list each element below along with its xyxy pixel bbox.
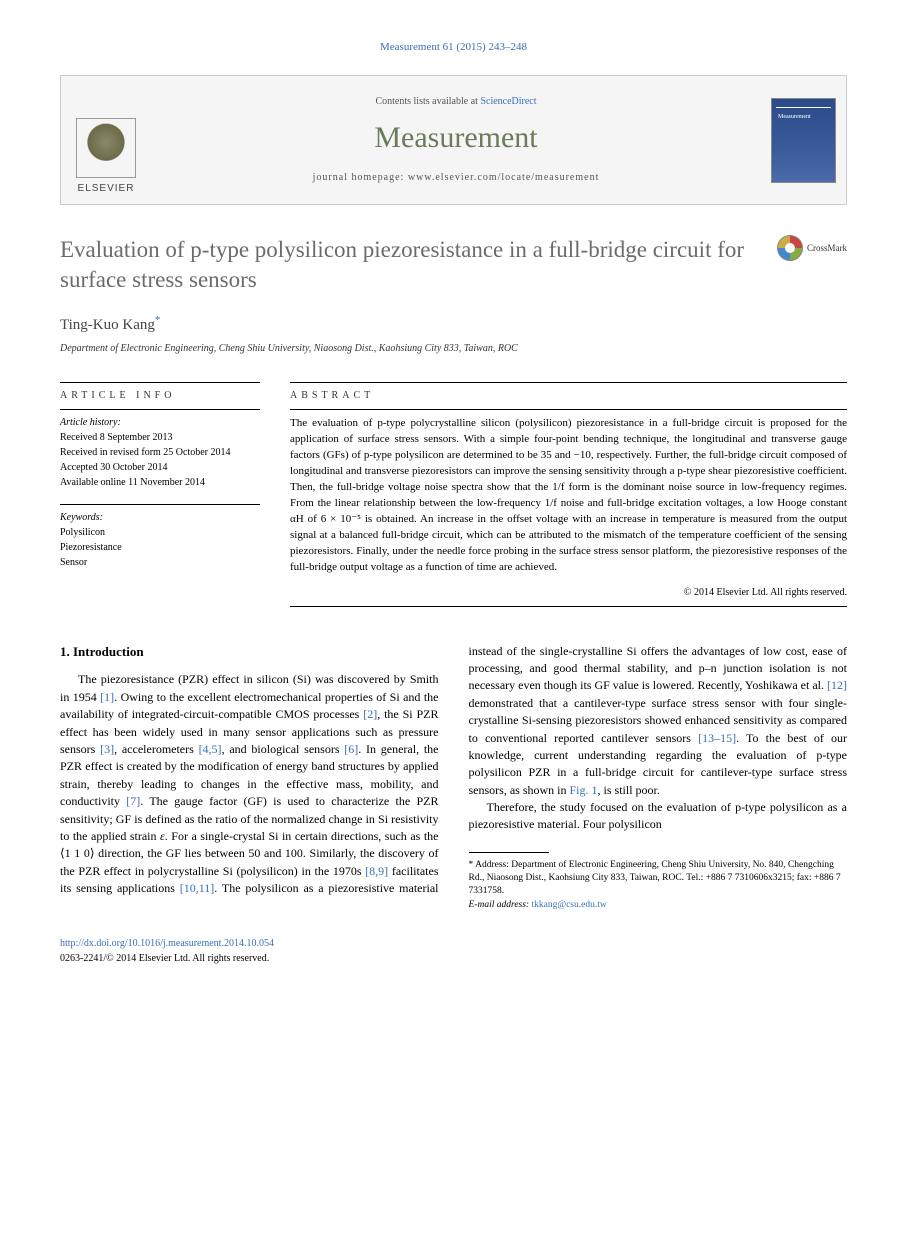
email-link[interactable]: tkkang@csu.edu.tw — [531, 900, 606, 910]
crossmark-badge[interactable]: CrossMark — [777, 235, 847, 261]
body-text: 1. Introduction The piezoresistance (PZR… — [60, 643, 847, 912]
history-line: Received 8 September 2013 — [60, 430, 260, 445]
citation-link[interactable]: [12] — [827, 678, 847, 692]
body-text: , accelerometers — [114, 742, 198, 756]
citation-link[interactable]: [7] — [126, 794, 140, 808]
citation-link[interactable]: [13–15] — [698, 731, 736, 745]
article-title: Evaluation of p-type polysilicon piezore… — [60, 235, 777, 295]
running-header: Measurement 61 (2015) 243–248 — [60, 40, 847, 55]
history-line: Received in revised form 25 October 2014 — [60, 445, 260, 460]
homepage-prefix: journal homepage: — [313, 172, 408, 183]
history-line: Available online 11 November 2014 — [60, 475, 260, 490]
elsevier-tree-icon — [76, 118, 136, 178]
crossmark-label: CrossMark — [807, 242, 847, 255]
keywords-label: Keywords: — [60, 512, 103, 523]
abstract-label: ABSTRACT — [290, 389, 847, 403]
sciencedirect-link[interactable]: ScienceDirect — [480, 96, 536, 107]
figure-link[interactable]: Fig. 1 — [570, 783, 598, 797]
contents-prefix: Contents lists available at — [375, 96, 480, 107]
body-paragraph: Therefore, the study focused on the eval… — [469, 799, 848, 834]
journal-name: Measurement — [374, 117, 537, 159]
keyword: Piezoresistance — [60, 540, 260, 555]
keyword: Sensor — [60, 555, 260, 570]
homepage-line: journal homepage: www.elsevier.com/locat… — [313, 171, 600, 185]
citation-link[interactable]: [4,5] — [199, 742, 222, 756]
history-block: Article history: Received 8 September 20… — [60, 416, 260, 490]
section-heading: 1. Introduction — [60, 643, 439, 662]
page-footer: http://dx.doi.org/10.1016/j.measurement.… — [60, 936, 847, 966]
footnote-email: E-mail address: tkkang@csu.edu.tw — [469, 899, 848, 912]
history-label: Article history: — [60, 417, 121, 428]
body-text: , is still poor. — [598, 783, 660, 797]
issn-copyright: 0263-2241/© 2014 Elsevier Ltd. All right… — [60, 953, 269, 964]
citation-link[interactable]: [1] — [100, 690, 114, 704]
publisher-logo-area: ELSEVIER — [61, 76, 151, 204]
publisher-name: ELSEVIER — [78, 182, 135, 196]
crossmark-icon — [777, 235, 803, 261]
banner-center: Contents lists available at ScienceDirec… — [151, 76, 761, 204]
article-info-column: ARTICLE INFO Article history: Received 8… — [60, 376, 260, 612]
footnote: * Address: Department of Electronic Engi… — [469, 859, 848, 899]
affiliation: Department of Electronic Engineering, Ch… — [60, 342, 847, 356]
contents-line: Contents lists available at ScienceDirec… — [375, 95, 536, 109]
journal-cover-label: Measurement — [778, 113, 811, 121]
doi-link[interactable]: http://dx.doi.org/10.1016/j.measurement.… — [60, 938, 274, 949]
history-line: Accepted 30 October 2014 — [60, 460, 260, 475]
citation-link[interactable]: [3] — [100, 742, 114, 756]
abstract-text: The evaluation of p-type polycrystalline… — [290, 416, 847, 575]
article-info-label: ARTICLE INFO — [60, 389, 260, 403]
keywords-block: Keywords: Polysilicon Piezoresistance Se… — [60, 511, 260, 570]
journal-banner: ELSEVIER Contents lists available at Sci… — [60, 75, 847, 205]
body-text: , and biological sensors — [222, 742, 345, 756]
citation-link[interactable]: [6] — [344, 742, 358, 756]
citation-link[interactable]: [2] — [363, 707, 377, 721]
abstract-copyright: © 2014 Elsevier Ltd. All rights reserved… — [290, 586, 847, 600]
abstract-column: ABSTRACT The evaluation of p-type polycr… — [290, 376, 847, 612]
citation-link[interactable]: [8,9] — [365, 864, 388, 878]
homepage-url[interactable]: www.elsevier.com/locate/measurement — [408, 172, 600, 183]
journal-cover[interactable]: Measurement — [771, 98, 836, 183]
elsevier-logo[interactable]: ELSEVIER — [71, 106, 141, 196]
author-marker: * — [155, 314, 161, 326]
footnote-separator — [469, 852, 549, 853]
author-name[interactable]: Ting-Kuo Kang — [60, 317, 155, 333]
keyword: Polysilicon — [60, 525, 260, 540]
email-label: E-mail address: — [469, 900, 532, 910]
footnote-address: Department of Electronic Engineering, Ch… — [469, 860, 841, 897]
author-line: Ting-Kuo Kang* — [60, 313, 847, 336]
citation-link[interactable]: [10,11] — [180, 881, 215, 895]
footnote-address-label: Address: — [475, 860, 509, 870]
footnote-marker: * — [469, 860, 474, 870]
journal-cover-area: Measurement — [761, 76, 846, 204]
